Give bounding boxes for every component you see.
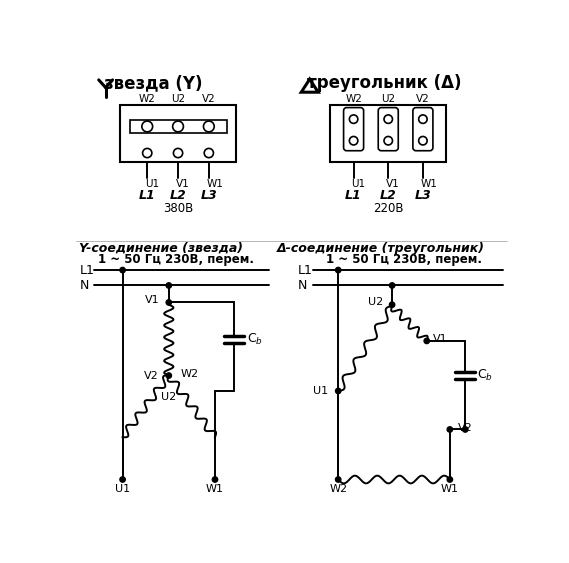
Text: 1 ~ 50 Гц 230В, перем.: 1 ~ 50 Гц 230В, перем. — [325, 253, 481, 266]
Text: 1 ~ 50 Гц 230В, перем.: 1 ~ 50 Гц 230В, перем. — [98, 253, 254, 266]
Text: U1: U1 — [313, 386, 328, 396]
Text: L3: L3 — [415, 189, 431, 202]
Circle shape — [212, 477, 218, 482]
Circle shape — [143, 149, 152, 158]
Text: V1: V1 — [145, 295, 159, 305]
Circle shape — [419, 136, 427, 145]
Circle shape — [204, 149, 213, 158]
Text: U2: U2 — [381, 94, 395, 104]
Text: V2: V2 — [144, 370, 159, 381]
Text: L2: L2 — [380, 189, 397, 202]
Circle shape — [463, 427, 468, 432]
Circle shape — [419, 115, 427, 123]
Text: W1: W1 — [206, 484, 224, 494]
Text: V2: V2 — [416, 94, 430, 104]
Text: Y-соединение (звезда): Y-соединение (звезда) — [79, 242, 243, 255]
Circle shape — [349, 136, 358, 145]
Text: W1: W1 — [207, 179, 224, 189]
Text: U2: U2 — [171, 94, 185, 104]
Text: L3: L3 — [200, 189, 217, 202]
FancyBboxPatch shape — [378, 108, 398, 151]
Text: C$_b$: C$_b$ — [477, 368, 493, 383]
Circle shape — [336, 388, 341, 394]
Text: V2: V2 — [202, 94, 216, 104]
Circle shape — [166, 373, 171, 378]
Circle shape — [142, 121, 152, 132]
Text: W1: W1 — [420, 179, 438, 189]
Text: L1: L1 — [80, 263, 95, 276]
Text: V2: V2 — [457, 423, 472, 433]
Text: U2: U2 — [161, 392, 176, 402]
Text: W2: W2 — [139, 94, 156, 104]
Circle shape — [166, 283, 171, 288]
Text: U2: U2 — [368, 297, 383, 307]
Text: L1: L1 — [345, 189, 362, 202]
Text: L1: L1 — [139, 189, 155, 202]
Circle shape — [174, 149, 183, 158]
Text: U1: U1 — [351, 179, 365, 189]
Text: 380В: 380В — [163, 202, 193, 215]
Text: W2: W2 — [180, 369, 199, 379]
Text: Δ-соединение (треугольник): Δ-соединение (треугольник) — [277, 242, 485, 255]
Text: V1: V1 — [176, 179, 189, 189]
Circle shape — [336, 267, 341, 272]
Text: V1: V1 — [386, 179, 399, 189]
Circle shape — [336, 477, 341, 482]
Circle shape — [166, 300, 171, 305]
Circle shape — [120, 477, 125, 482]
Text: U1: U1 — [115, 484, 130, 494]
Circle shape — [384, 136, 393, 145]
Circle shape — [447, 427, 452, 432]
Text: звезда (Y): звезда (Y) — [104, 74, 203, 92]
FancyBboxPatch shape — [344, 108, 364, 151]
Circle shape — [349, 115, 358, 123]
Text: U1: U1 — [145, 179, 159, 189]
Text: W2: W2 — [345, 94, 362, 104]
Text: W2: W2 — [329, 484, 347, 494]
Text: N: N — [80, 279, 90, 292]
Circle shape — [120, 267, 125, 272]
Text: 220В: 220В — [373, 202, 403, 215]
Text: треугольник (Δ): треугольник (Δ) — [307, 74, 461, 92]
Circle shape — [389, 302, 395, 307]
Circle shape — [424, 338, 430, 343]
Circle shape — [389, 283, 395, 288]
Bar — [130, 119, 226, 133]
Text: W1: W1 — [441, 484, 459, 494]
Bar — [331, 105, 446, 162]
Circle shape — [204, 121, 214, 132]
FancyBboxPatch shape — [413, 108, 433, 151]
Text: C$_b$: C$_b$ — [246, 332, 262, 347]
Text: V1: V1 — [433, 334, 448, 343]
Text: L1: L1 — [298, 263, 313, 276]
Circle shape — [447, 477, 452, 482]
Bar — [120, 105, 236, 162]
Text: N: N — [298, 279, 307, 292]
Circle shape — [384, 115, 393, 123]
Text: L2: L2 — [170, 189, 187, 202]
Circle shape — [172, 121, 183, 132]
